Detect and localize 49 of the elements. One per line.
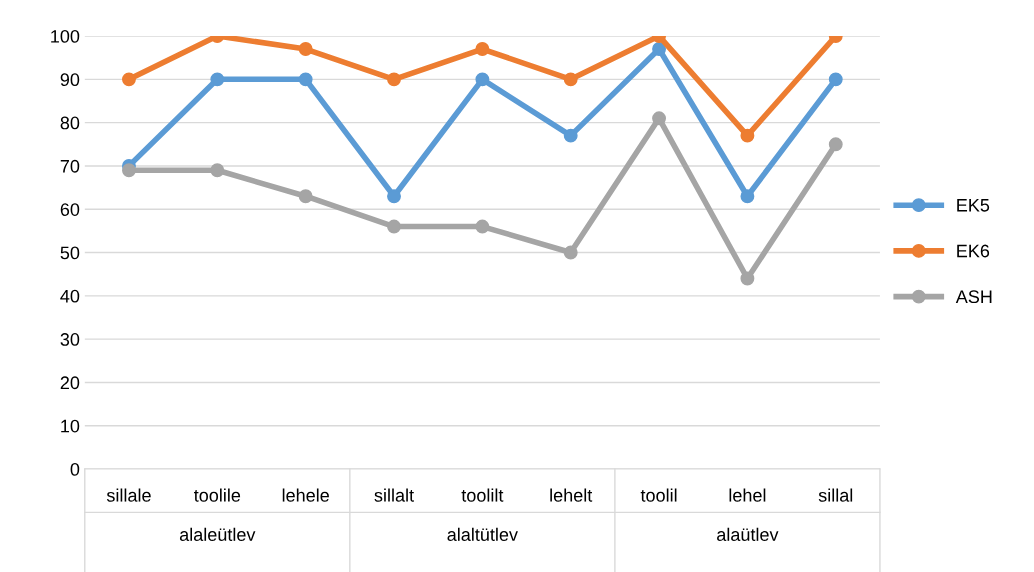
y-tick-label: 20 bbox=[60, 376, 80, 390]
point bbox=[387, 72, 401, 87]
legend-label: EK5 bbox=[957, 199, 990, 212]
point bbox=[298, 72, 313, 87]
x-tick-label: lehele bbox=[282, 488, 329, 502]
y-tick-label: 50 bbox=[60, 246, 80, 260]
point bbox=[563, 128, 578, 143]
x-tick-label: lehel bbox=[729, 488, 766, 502]
point bbox=[652, 42, 667, 56]
x-tick-label: lehelt bbox=[550, 488, 593, 502]
point bbox=[828, 137, 843, 152]
y-tick-label: 10 bbox=[61, 419, 80, 433]
x-tick-label: sillalt bbox=[374, 488, 414, 502]
text: alaütlev bbox=[717, 527, 779, 541]
x-tick-label: sillal bbox=[818, 488, 853, 502]
point bbox=[475, 219, 490, 234]
point bbox=[122, 72, 136, 87]
point bbox=[740, 128, 755, 143]
point bbox=[298, 42, 313, 56]
y-tick-label: 40 bbox=[60, 289, 80, 303]
legend-label: EK6 bbox=[957, 244, 990, 258]
y-tick-label: 100 bbox=[51, 29, 80, 43]
point bbox=[122, 163, 136, 178]
point bbox=[740, 271, 755, 286]
x-tick-label: toolile bbox=[194, 488, 241, 502]
y-tick-label: 0 bbox=[70, 462, 80, 476]
point bbox=[475, 72, 490, 87]
x-tick-label: toolil bbox=[640, 488, 677, 502]
y-tick-label: 60 bbox=[60, 203, 80, 216]
y-tick-label: 70 bbox=[60, 159, 80, 173]
legend-label: ASH bbox=[955, 290, 992, 304]
text: alaltütlev bbox=[447, 527, 518, 541]
point bbox=[563, 72, 578, 87]
point bbox=[475, 42, 490, 56]
point bbox=[210, 163, 225, 178]
point bbox=[387, 219, 401, 234]
point bbox=[563, 245, 578, 260]
point bbox=[210, 72, 225, 87]
point bbox=[828, 72, 843, 87]
y-tick-label: 80 bbox=[60, 116, 80, 130]
x-tick-label: sillale bbox=[106, 488, 151, 502]
y-tick-label: 30 bbox=[60, 333, 80, 346]
point bbox=[298, 189, 313, 204]
text: alaleütlev bbox=[179, 527, 256, 541]
point bbox=[387, 189, 401, 204]
point bbox=[652, 111, 667, 126]
x-tick-label: toolilt bbox=[461, 488, 504, 502]
point bbox=[740, 189, 755, 204]
y-tick-label: 90 bbox=[60, 73, 80, 87]
